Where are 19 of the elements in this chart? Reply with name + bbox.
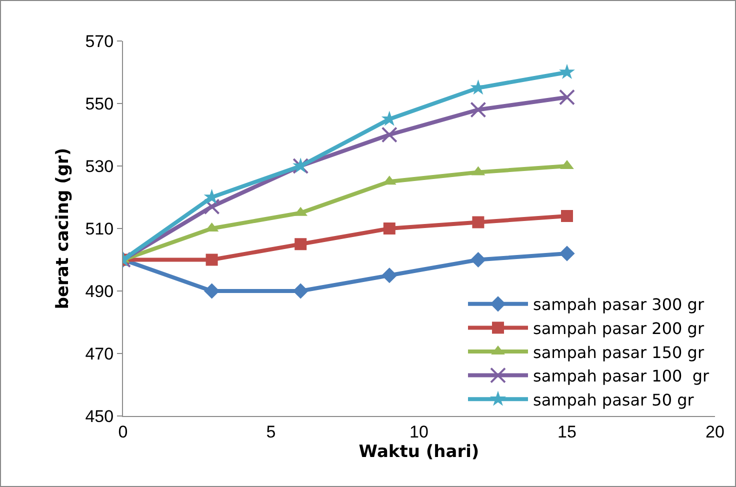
x-tick-label: 15 <box>558 422 576 442</box>
legend-label: sampah pasar 100 gr <box>533 366 710 386</box>
y-tick-label: 470 <box>85 344 114 364</box>
y-tick-label: 570 <box>85 32 114 51</box>
y-axis-title: berat cacing (gr) <box>52 148 73 310</box>
y-tick-label: 530 <box>85 156 114 176</box>
x-tick-label: 0 <box>118 422 128 442</box>
legend-label: sampah pasar 200 gr <box>533 318 704 338</box>
x-tick-label: 5 <box>266 422 276 442</box>
x-tick-label: 20 <box>706 422 724 442</box>
legend-label: sampah pasar 300 gr <box>533 295 704 314</box>
legend-label: sampah pasar 50 gr <box>533 390 694 410</box>
x-axis-title: Waktu (hari) <box>358 442 480 462</box>
y-tick-label: 550 <box>85 94 114 114</box>
y-tick-label: 490 <box>85 282 114 301</box>
x-tick-label: 10 <box>410 422 428 442</box>
legend-label: sampah pasar 150 gr <box>533 342 704 362</box>
y-tick-label: 450 <box>85 406 114 426</box>
y-tick-label: 510 <box>85 219 114 238</box>
